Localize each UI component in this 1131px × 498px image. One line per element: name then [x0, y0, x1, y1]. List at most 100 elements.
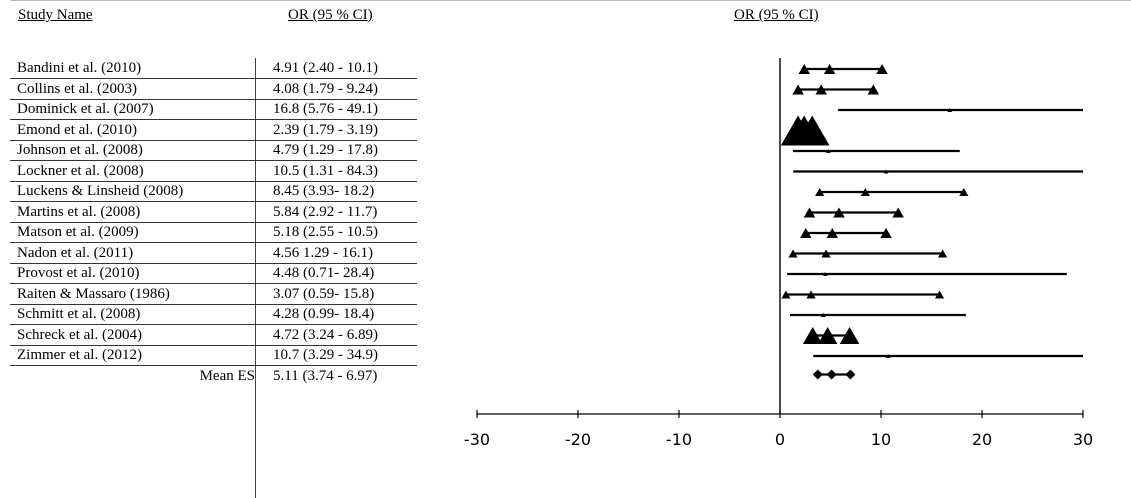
ci-lower-marker [792, 84, 804, 95]
ci-upper-marker [892, 207, 904, 218]
ci-lower-marker [798, 64, 810, 74]
ci-lower-marker [788, 249, 798, 258]
study-row: Bandini et al. (2010) 4.91 (2.40 - 10.1) [10, 59, 417, 79]
point-estimate-marker [820, 313, 826, 317]
study-row: Lockner et al. (2008) 10.5 (1.31 - 84.3) [10, 162, 417, 182]
point-estimate-marker [806, 290, 816, 299]
point-estimate-marker [826, 149, 831, 153]
x-tick-label: 20 [972, 430, 992, 449]
point-estimate-marker [821, 249, 831, 258]
ci-upper-marker [876, 64, 888, 74]
ci-upper-marker [839, 327, 860, 344]
study-row: Nadon et al. (2011) 4.56 1.29 - 16.1) [10, 244, 417, 264]
study-or-ci: 4.79 (1.29 - 17.8) [273, 142, 378, 158]
study-or-ci: 5.18 (2.55 - 10.5) [273, 224, 378, 240]
study-name: Dominick et al. (2007) [17, 101, 154, 117]
ci-upper-marker [938, 249, 948, 258]
mean-es-row: Mean ES 5.11 (3.74 - 6.97) [10, 367, 417, 387]
study-name: Bandini et al. (2010) [17, 60, 142, 76]
x-tick-label: -30 [464, 430, 490, 449]
study-or-ci: 16.8 (5.76 - 49.1) [273, 101, 378, 117]
study-or-ci: 4.48 (0.71- 28.4) [273, 265, 375, 281]
study-name-header: Study Name [18, 7, 93, 23]
study-row: Johnson et al. (2008) 4.79 (1.29 - 17.8) [10, 141, 417, 161]
row-divider [10, 98, 417, 100]
study-or-ci: 5.84 (2.92 - 11.7) [273, 203, 378, 220]
study-name: Raiten & Massaro (1986) [17, 285, 170, 302]
or-ci-header: OR (95 % CI) [288, 7, 373, 23]
study-name: Johnson et al. (2008) [17, 142, 143, 158]
mean-es-estimate-marker [826, 369, 837, 380]
row-divider [10, 160, 417, 161]
point-estimate-marker [815, 84, 827, 95]
study-row: Luckens & Linsheid (2008) 8.45 (3.93- 18.… [10, 182, 417, 202]
study-row: Martins et al. (2008) 5.84 (2.92 - 11.7) [10, 203, 417, 223]
ci-lower-marker [781, 290, 791, 299]
row-divider [10, 283, 417, 284]
point-estimate-marker [826, 228, 839, 238]
study-or-ci: 2.39 (1.79 - 3.19) [273, 121, 378, 138]
study-name: Zimmer et al. (2012) [17, 347, 142, 363]
row-divider [10, 180, 417, 182]
study-or-ci: 4.28 (0.99- 18.4) [273, 306, 375, 322]
row-divider [10, 221, 417, 223]
row-divider [10, 324, 417, 325]
point-estimate-marker [817, 327, 838, 344]
plot-title: OR (95 % CI) [734, 7, 819, 23]
mean-es-label: Mean ES [199, 367, 255, 384]
row-divider [10, 242, 417, 243]
study-or-ci: 8.45 (3.93- 18.2) [273, 183, 375, 199]
point-estimate-marker [823, 64, 836, 74]
study-name: Lockner et al. (2008) [17, 162, 144, 179]
study-name: Collins et al. (2003) [17, 80, 137, 97]
point-estimate-marker [833, 207, 845, 218]
ci-upper-marker [867, 84, 880, 95]
mean-es-upper-marker [845, 369, 856, 380]
study-or-ci: 4.91 (2.40 - 10.1) [273, 60, 378, 76]
point-estimate-marker [860, 188, 870, 196]
study-or-ci: 4.56 1.29 - 16.1) [273, 244, 373, 261]
x-tick-label: 0 [775, 430, 785, 449]
study-row: Collins et al. (2003) 4.08 (1.79 - 9.24) [10, 80, 417, 100]
study-name: Schreck et al. (2004) [17, 326, 142, 343]
study-name: Emond et al. (2010) [17, 121, 137, 138]
mean-es-lower-marker [812, 369, 823, 380]
study-name: Nadon et al. (2011) [17, 244, 134, 261]
column-separator [255, 58, 256, 498]
ci-upper-marker [934, 290, 945, 299]
study-or-ci: 10.7 (3.29 - 34.9) [273, 347, 378, 363]
ci-upper-marker [959, 188, 969, 196]
study-row: Provost et al. (2010) 4.48 (0.71- 28.4) [10, 264, 417, 284]
mean-es-ci: 5.11 (3.74 - 6.97) [273, 367, 378, 384]
point-estimate-marker [885, 354, 891, 358]
top-border [10, 0, 1131, 1]
study-or-ci: 4.08 (1.79 - 9.24) [273, 80, 378, 97]
ci-lower-marker [803, 207, 816, 218]
x-tick-label: -10 [666, 430, 692, 449]
study-name: Luckens & Linsheid (2008) [17, 183, 184, 199]
study-or-ci: 4.72 (3.24 - 6.89) [273, 326, 378, 343]
x-tick-label: 30 [1073, 430, 1093, 449]
study-row: Dominick et al. (2007) 16.8 (5.76 - 49.1) [10, 100, 417, 120]
row-divider [10, 119, 417, 120]
study-name: Matson et al. (2009) [17, 224, 139, 240]
row-divider [10, 344, 417, 346]
ci-lower-marker [800, 228, 812, 238]
point-estimate-marker [883, 169, 889, 174]
ci-upper-marker [880, 228, 892, 238]
point-estimate-marker [822, 272, 828, 276]
ci-lower-marker [802, 327, 823, 344]
study-row: Raiten & Massaro (1986) 3.07 (0.59- 15.8) [10, 285, 417, 305]
study-row: Schreck et al. (2004) 4.72 (3.24 - 6.89) [10, 326, 417, 346]
point-estimate-marker [786, 115, 822, 146]
ci-lower-marker [815, 188, 825, 196]
row-divider [10, 262, 417, 264]
row-divider [10, 365, 417, 366]
study-or-ci: 3.07 (0.59- 15.8) [273, 285, 375, 302]
study-name: Schmitt et al. (2008) [17, 306, 141, 322]
row-divider [10, 78, 417, 79]
study-row: Schmitt et al. (2008) 4.28 (0.99- 18.4) [10, 305, 417, 325]
study-row: Emond et al. (2010) 2.39 (1.79 - 3.19) [10, 121, 417, 141]
